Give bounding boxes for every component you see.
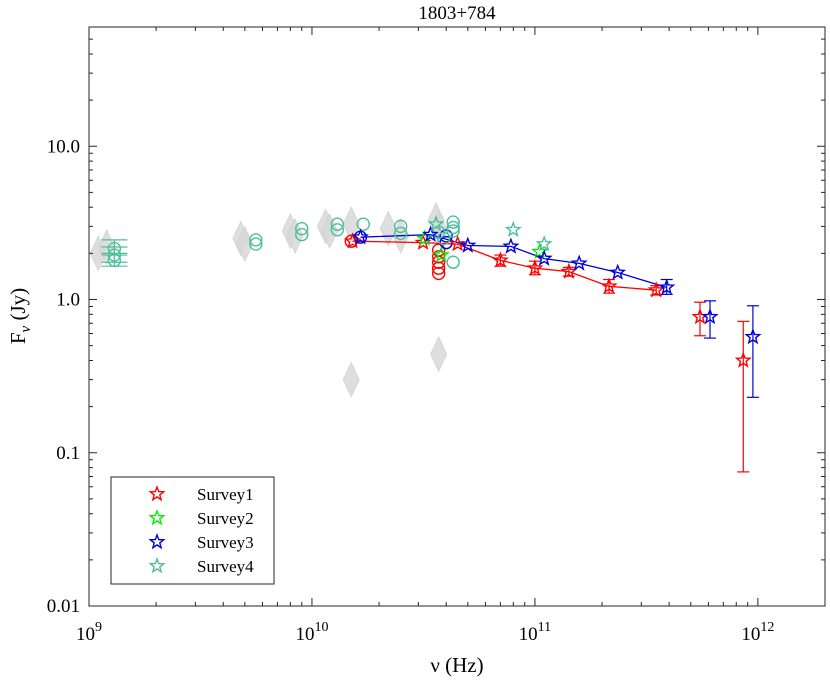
star-marker-survey1 [526,259,544,276]
x-tick-label-exp: 10 [314,620,328,635]
star-marker-survey1 [647,281,665,298]
circle-marker [330,217,345,231]
circle-marker [393,219,408,234]
circle-marker [446,220,460,235]
legend: Survey1 Survey2 Survey3 Survey4 [110,476,275,585]
circle-marker [437,231,451,246]
y-tick-label: 0.1 [56,443,80,464]
legend-label-survey2: Survey2 [197,509,254,528]
star-marker-survey3 [570,254,588,271]
y-tick-label: 1.0 [56,290,80,311]
legend-label-survey4: Survey4 [197,557,254,576]
archival-diamond [430,335,448,373]
x-tick-label-exp: 11 [538,620,551,635]
star-marker-survey1 [734,351,752,368]
legend-label-survey1: Survey1 [197,485,254,504]
legend-marker-survey1 [148,484,166,502]
circle-marker [431,266,446,281]
star-marker-survey1 [491,251,509,268]
y-axis-label: Fν (Jy) [6,288,34,344]
circle-marker [393,226,408,241]
x-tick-label: 1011 [519,620,551,645]
circle-marker [439,229,453,243]
star-marker-survey2 [432,246,450,263]
legend-marker-survey3 [148,532,166,550]
star-marker-survey4 [427,215,445,232]
x-tick-label: 1012 [741,620,774,645]
circle-marker [249,233,263,247]
star-markers [343,215,762,368]
legend-box [110,476,275,585]
archival-diamond [342,206,360,243]
star-marker-survey3 [351,228,370,245]
x-tick-label-base: 10 [519,624,538,645]
x-tick-label-base: 10 [295,624,314,645]
circle-marker [330,223,345,237]
circle-marker [295,221,309,236]
y-axis-label-unit: (Jy) [6,288,30,326]
x-tick-label-exp: 12 [760,620,774,635]
circle-marker [107,248,122,262]
archival-diamond [342,361,360,398]
archival-diamond [379,210,397,247]
star-marker-survey2 [415,229,434,246]
legend-marker-survey2 [148,508,166,526]
star-marker-survey3 [744,327,762,345]
archival-diamond [321,212,339,250]
circle-marker [446,224,460,238]
legend-entries: Survey1 Survey2 Survey3 Survey4 [148,484,254,576]
star-marker-survey3 [701,307,719,325]
legend-marker-survey4 [148,556,166,574]
x-tick-label-exp: 9 [95,620,102,635]
x-tick-label-base: 10 [741,624,760,645]
y-tick-label: 0.01 [47,596,80,617]
star-marker-survey3 [502,237,520,254]
star-marker-survey4 [504,220,522,238]
star-marker-survey1 [600,277,618,294]
archival-diamond [286,217,304,255]
y-axis-label-sub: ν [18,325,34,332]
y-axis-label-main: F [6,332,30,344]
star-marker-survey3 [609,263,627,280]
star-marker-survey2 [531,242,549,260]
plot-frame [88,26,826,607]
circle-marker [446,255,460,269]
circle-marker [356,217,371,231]
star-marker-survey4 [535,235,553,252]
star-marker-survey1 [560,262,578,279]
circle-marker [249,237,263,251]
circle-marker [295,227,309,242]
star-marker-survey3 [658,278,676,295]
y-tick-label: 10.0 [47,136,80,157]
x-tick-label: 1010 [295,620,328,645]
legend-label-survey3: Survey3 [197,533,254,552]
circle-marker [431,261,446,275]
star-marker-survey3 [421,225,440,242]
x-tick-label: 109 [76,620,102,645]
circle-marker [446,215,460,229]
x-axis-label: ν (Hz) [430,653,483,677]
star-marker-survey1 [448,235,467,252]
star-marker-survey3 [535,249,553,266]
x-tick-label-base: 10 [76,624,95,645]
circle-marker [107,253,122,268]
star-marker-survey3 [459,236,477,253]
chart-title: 1803+784 [418,3,496,24]
